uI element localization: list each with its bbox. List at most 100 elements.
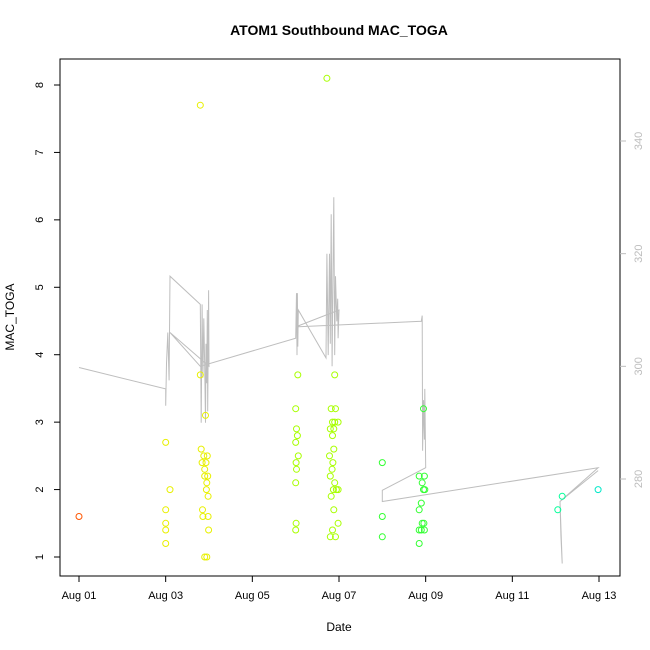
data-point (594, 486, 602, 494)
x-tick-label: Aug 05 (235, 590, 270, 602)
data-point (554, 506, 562, 514)
y2-axis: 280 300 320 340 (620, 132, 645, 488)
data-point (415, 506, 423, 514)
series-line (78, 197, 600, 564)
x-tick-label: Aug 11 (495, 590, 529, 602)
data-point (198, 459, 206, 467)
x-tick-label: Aug 13 (582, 590, 617, 602)
data-point (294, 452, 302, 460)
data-point (197, 445, 205, 453)
x-axis-label: Date (326, 620, 352, 634)
data-point (558, 492, 566, 500)
y-tick-label: 1 (34, 554, 46, 560)
data-point (204, 513, 212, 520)
x-tick-label: Aug 07 (322, 590, 357, 602)
chart-title: ATOM1 Southbound MAC_TOGA (230, 22, 448, 38)
data-point (205, 526, 213, 534)
data-point (329, 486, 337, 494)
data-point (202, 486, 210, 494)
data-point (329, 459, 337, 467)
data-point (331, 418, 339, 426)
data-point (75, 513, 83, 520)
data-point (327, 492, 335, 500)
data-point (326, 533, 334, 541)
data-point (292, 405, 300, 413)
data-point (162, 506, 170, 514)
data-point (203, 553, 211, 561)
data-point (326, 472, 334, 480)
data-point (199, 506, 206, 514)
data-point (331, 371, 339, 379)
data-point (415, 540, 423, 547)
data-point (203, 479, 211, 487)
data-point (162, 526, 170, 534)
y-tick-label: 6 (34, 217, 46, 223)
y-tick-label: 2 (34, 487, 46, 493)
data-point (201, 465, 209, 473)
data-point (418, 479, 426, 487)
data-point (196, 101, 204, 109)
data-point (326, 452, 333, 460)
data-point (378, 459, 386, 467)
data-point (420, 472, 428, 480)
data-point (293, 432, 301, 440)
y-tick-label: 4 (34, 352, 46, 358)
data-point (162, 519, 170, 527)
y2-tick-label: 280 (633, 470, 645, 488)
y-axis-label: MAC_TOGA (3, 283, 17, 350)
data-point (329, 526, 336, 534)
data-point (329, 432, 336, 440)
data-point (162, 540, 170, 547)
data-point (331, 479, 339, 487)
y-tick-label: 3 (34, 419, 46, 425)
y-tick-label: 5 (34, 284, 46, 290)
data-point (417, 499, 425, 507)
data-point (420, 526, 428, 534)
data-point (332, 533, 339, 541)
data-point (334, 519, 342, 527)
data-point (328, 465, 336, 473)
data-point (294, 371, 302, 379)
y2-tick-label: 320 (633, 244, 645, 262)
data-point (202, 411, 209, 419)
data-point (326, 425, 334, 433)
plot-frame (59, 58, 621, 577)
y-axis: 1 2 3 4 5 6 7 8 (34, 82, 60, 560)
data-point (415, 526, 423, 534)
x-axis: Aug 01 Aug 03 Aug 05 Aug 07 Aug 09 Aug 11 Aug … (62, 575, 617, 602)
line-series (78, 197, 600, 564)
data-point (201, 553, 209, 561)
data-point (196, 371, 204, 379)
data-point (420, 519, 428, 527)
data-point (292, 479, 300, 487)
data-point (292, 459, 300, 467)
data-point (330, 506, 338, 514)
y2-tick-label: 340 (633, 132, 645, 150)
y-tick-label: 7 (34, 149, 46, 155)
data-point (323, 74, 331, 82)
data-point (378, 513, 386, 520)
data-point (330, 445, 338, 453)
data-point (293, 465, 300, 473)
y-tick-label: 8 (34, 82, 46, 88)
data-point (378, 533, 386, 541)
data-point (292, 526, 300, 534)
data-point (417, 526, 425, 534)
data-point (204, 472, 212, 480)
data-point (202, 459, 210, 467)
data-point (420, 405, 427, 413)
data-point (199, 513, 207, 520)
data-point (334, 418, 342, 426)
x-tick-label: Aug 01 (62, 590, 97, 602)
x-tick-label: Aug 03 (148, 590, 183, 602)
y2-tick-label: 300 (633, 357, 645, 375)
data-point (421, 486, 429, 494)
data-point (327, 405, 335, 413)
x-tick-label: Aug 09 (408, 590, 443, 602)
data-point (334, 486, 342, 494)
data-point (330, 425, 338, 433)
data-point (162, 438, 170, 446)
data-point (166, 486, 174, 494)
data-point (200, 452, 208, 460)
